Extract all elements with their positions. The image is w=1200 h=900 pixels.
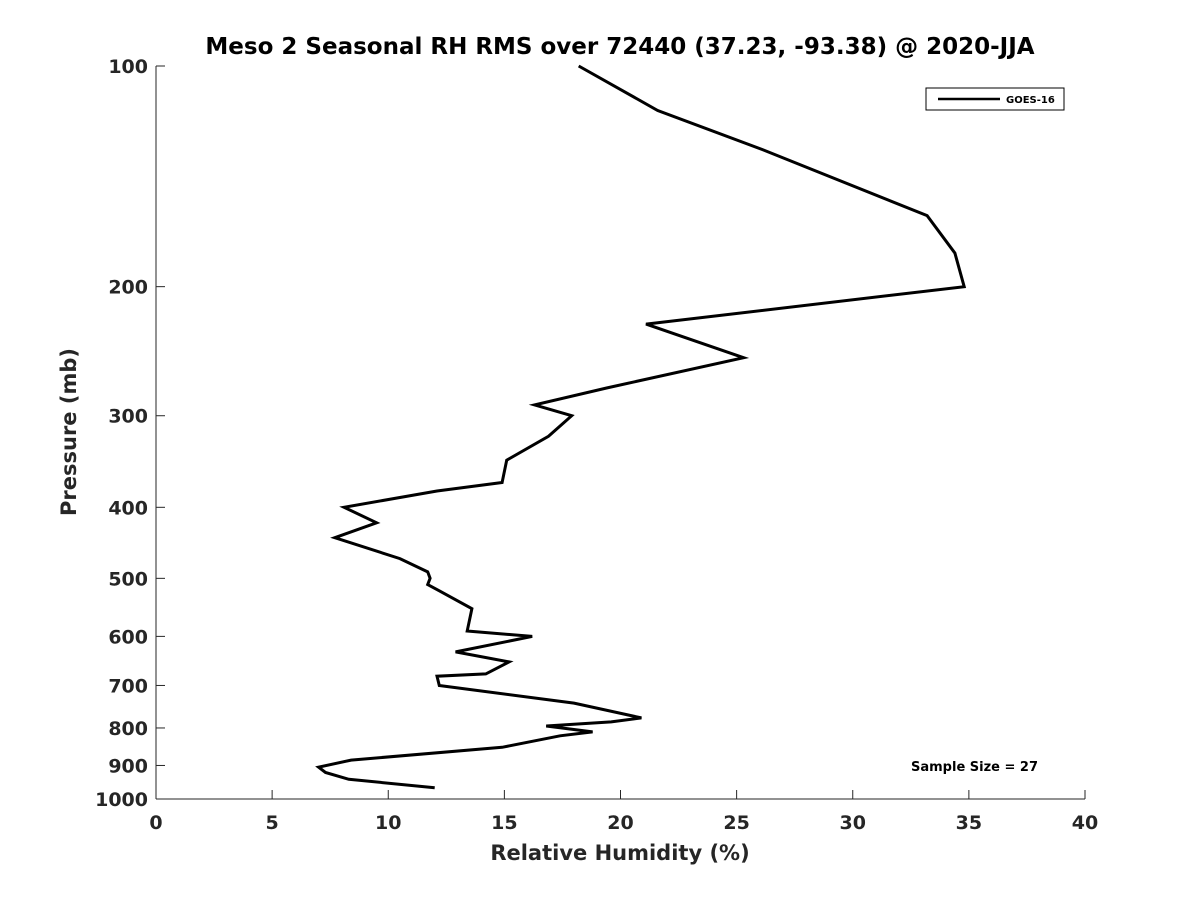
series-line-goes16 xyxy=(315,64,967,790)
y-axis-label: Pressure (mb) xyxy=(57,348,81,516)
x-tick-label: 30 xyxy=(840,812,866,834)
x-tick-label: 0 xyxy=(149,812,162,834)
y-tick-label: 600 xyxy=(108,626,148,648)
y-tick-label: 700 xyxy=(108,675,148,697)
sample-size-annotation: Sample Size = 27 xyxy=(911,760,1038,775)
axes: 0 5 10 15 20 25 30 35 40 100 200 300 400 500 600 700 800… xyxy=(95,56,1098,834)
x-tick-label: 20 xyxy=(607,812,633,834)
legend: GOES-16 xyxy=(925,87,1065,111)
y-tick-label: 100 xyxy=(108,56,148,78)
x-tick-label: 40 xyxy=(1072,812,1098,834)
x-tick-label: 25 xyxy=(723,812,749,834)
x-tick-label: 35 xyxy=(956,812,982,834)
y-tick-label: 800 xyxy=(108,718,148,740)
y-tick-label: 400 xyxy=(108,497,148,519)
x-tick-label: 10 xyxy=(375,812,401,834)
legend-label-goes16: GOES-16 xyxy=(1006,95,1055,106)
y-tick-label: 500 xyxy=(108,568,148,590)
x-tick-label: 5 xyxy=(266,812,279,834)
chart-title: Meso 2 Seasonal RH RMS over 72440 (37.23… xyxy=(205,34,1034,60)
y-tick-label: 300 xyxy=(108,406,148,428)
x-axis-label: Relative Humidity (%) xyxy=(490,841,749,865)
y-tick-label: 200 xyxy=(108,277,148,299)
series-layer xyxy=(315,64,967,790)
y-tick-label: 1000 xyxy=(95,789,148,811)
y-tick-label: 900 xyxy=(108,755,148,777)
x-tick-label: 15 xyxy=(491,812,517,834)
